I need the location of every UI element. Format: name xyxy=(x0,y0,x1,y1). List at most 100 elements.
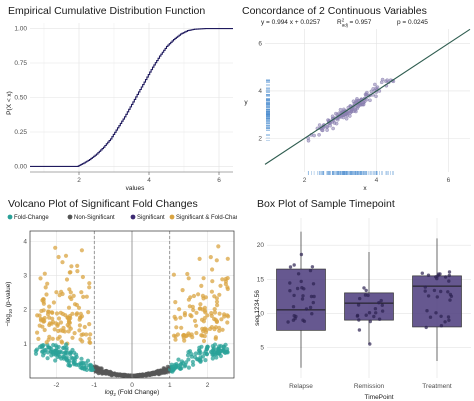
data-point xyxy=(77,317,82,322)
data-point xyxy=(44,340,49,345)
data-point xyxy=(222,312,227,317)
data-point xyxy=(180,288,185,293)
data-point xyxy=(58,349,63,354)
data-point xyxy=(191,307,196,313)
data-point xyxy=(209,289,214,294)
data-point xyxy=(377,301,381,305)
y-tick-label: 3 xyxy=(23,272,27,279)
ecdf-chart: Empirical Cumulative Distribution Functi… xyxy=(6,5,233,192)
data-point xyxy=(338,107,343,112)
volcano-chart: Volcano Plot of Significant Fold Changes… xyxy=(5,198,237,397)
data-point xyxy=(191,362,196,367)
data-point xyxy=(212,342,218,347)
data-point xyxy=(362,286,366,290)
data-point xyxy=(199,333,204,338)
data-point xyxy=(432,288,437,293)
data-point xyxy=(187,349,193,354)
data-point xyxy=(41,308,46,313)
data-point xyxy=(70,311,75,316)
legend-marker xyxy=(130,214,136,220)
y-tick-label: 15 xyxy=(257,276,265,283)
data-point xyxy=(288,281,292,285)
data-point xyxy=(40,349,45,354)
data-point xyxy=(194,330,199,336)
data-point xyxy=(47,315,52,320)
data-point xyxy=(67,317,72,322)
data-point xyxy=(435,276,439,281)
data-point xyxy=(37,323,42,328)
y-tick-label: 4 xyxy=(258,88,262,95)
data-point xyxy=(443,275,448,279)
data-point xyxy=(87,322,92,327)
data-point xyxy=(217,292,222,297)
data-point xyxy=(435,295,439,299)
data-point xyxy=(33,351,39,356)
data-point xyxy=(212,327,217,332)
data-point xyxy=(447,273,451,278)
data-point xyxy=(446,290,450,294)
data-point xyxy=(216,244,221,249)
data-point xyxy=(134,373,139,378)
data-point xyxy=(178,315,183,320)
data-point xyxy=(60,260,65,265)
r-squared-label: R2 adj = 0.957 xyxy=(337,18,372,28)
data-point xyxy=(81,294,86,299)
data-point xyxy=(56,344,61,350)
data-point xyxy=(210,356,215,361)
x-tick-label: Relapse xyxy=(289,383,313,390)
data-point xyxy=(156,371,161,376)
y-tick-label: 0.25 xyxy=(14,129,27,136)
data-point xyxy=(57,354,62,359)
data-point xyxy=(82,324,87,330)
data-point xyxy=(312,294,316,299)
data-point xyxy=(291,305,296,309)
data-point xyxy=(71,360,76,365)
data-point xyxy=(87,340,92,345)
y-tick-label: 0.75 xyxy=(14,60,27,67)
regression-equation: y = 0.994 x + 0.0257 xyxy=(261,19,321,26)
data-point xyxy=(447,318,451,322)
data-point xyxy=(145,371,150,376)
data-point xyxy=(310,312,314,316)
data-point xyxy=(448,298,452,302)
data-point xyxy=(331,126,335,131)
data-point xyxy=(208,349,214,355)
data-point xyxy=(75,269,80,274)
data-point xyxy=(53,358,58,363)
data-point xyxy=(344,116,349,121)
y-tick-label: 2 xyxy=(23,307,27,314)
y-axis-label: seq.1234.56 xyxy=(254,290,261,326)
data-point xyxy=(214,355,219,360)
data-point xyxy=(83,365,89,370)
data-point xyxy=(346,111,350,116)
data-point xyxy=(446,315,451,319)
data-point xyxy=(77,323,82,328)
data-point xyxy=(368,319,372,324)
legend-marker xyxy=(169,214,175,220)
data-point xyxy=(300,297,305,301)
data-point xyxy=(182,364,187,369)
data-point xyxy=(87,285,92,290)
data-point xyxy=(374,311,378,315)
chart-title: Concordance of 2 Continuous Variables xyxy=(242,5,427,17)
x-tick-label: Treatment xyxy=(422,383,452,390)
data-point xyxy=(439,289,443,294)
data-point xyxy=(336,117,340,122)
data-point xyxy=(311,300,315,305)
data-point xyxy=(123,373,128,378)
data-point xyxy=(52,348,58,353)
data-point xyxy=(84,294,89,299)
data-point xyxy=(53,321,59,326)
data-point xyxy=(46,345,51,350)
data-point xyxy=(87,336,92,341)
data-point xyxy=(223,276,228,282)
data-point xyxy=(78,361,83,366)
data-point xyxy=(56,254,61,260)
data-point xyxy=(52,327,57,332)
data-point xyxy=(367,311,372,315)
data-point xyxy=(59,339,64,344)
data-point xyxy=(46,309,51,314)
y-tick-label: 6 xyxy=(258,40,262,47)
data-point xyxy=(175,332,180,337)
data-point xyxy=(194,310,199,315)
